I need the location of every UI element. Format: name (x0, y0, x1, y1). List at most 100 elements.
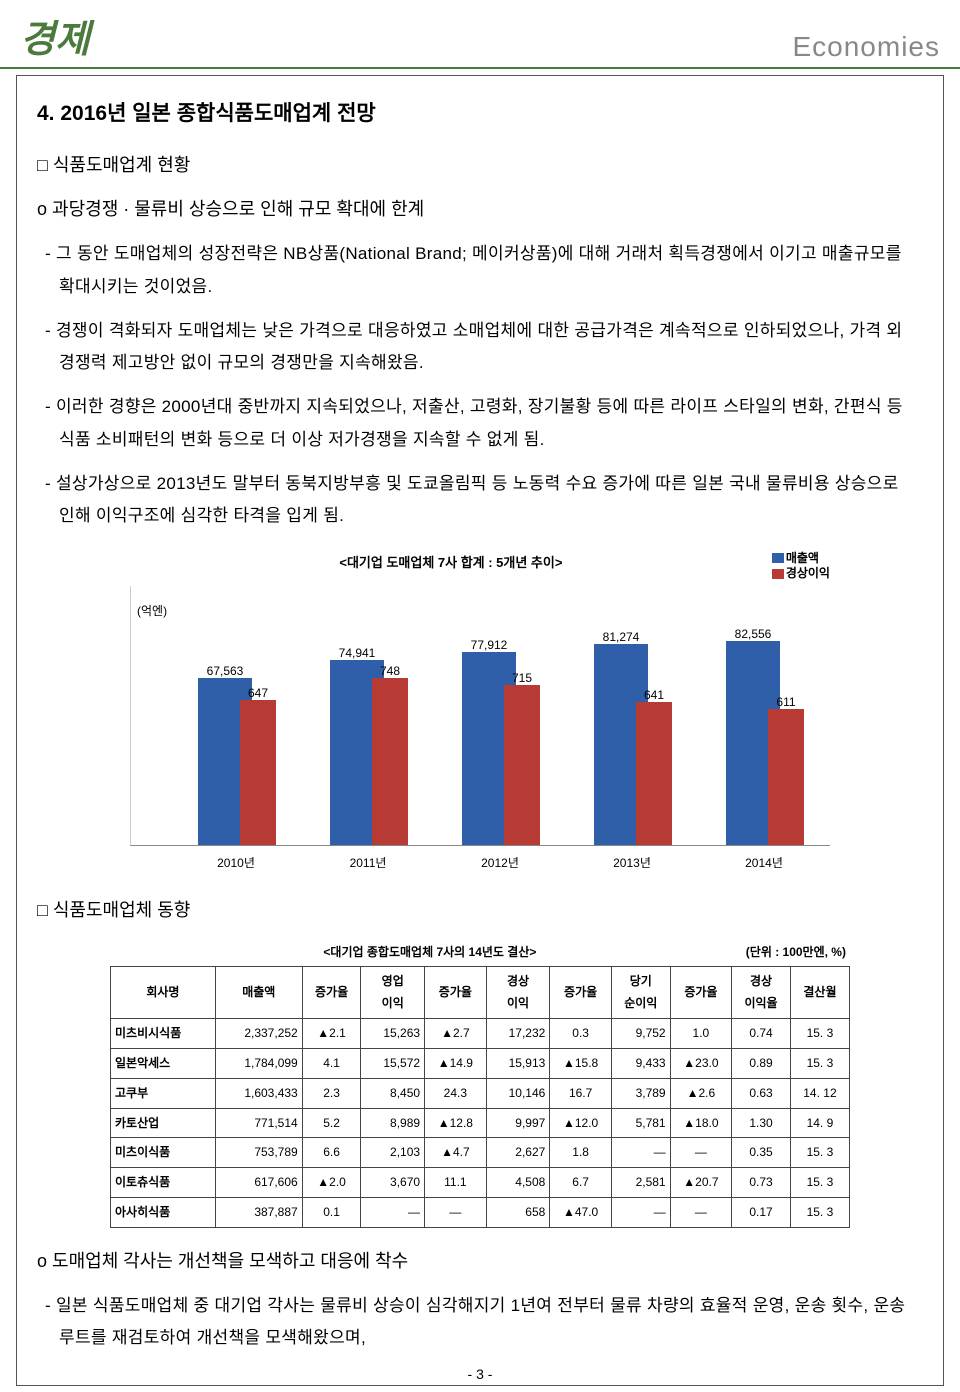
chart-column: 81,274641 (567, 644, 699, 845)
table-cell: 11.1 (425, 1168, 487, 1198)
table-row: 이토츄식품617,606▲2.03,67011.14,5086.72,581▲2… (111, 1168, 850, 1198)
table-cell: 9,997 (486, 1108, 550, 1138)
table-cell: 15. 3 (790, 1138, 849, 1168)
table-cell: 16.7 (550, 1078, 612, 1108)
bullet-d-4: - 설상가상으로 2013년도 말부터 동북지방부흥 및 도쿄올림픽 등 노동력… (37, 468, 923, 533)
subsection-1: □ 식품도매업계 현황 (37, 148, 923, 182)
table-cell: 17,232 (486, 1019, 550, 1049)
table-header-cell: 증가율 (302, 966, 361, 1019)
table-cell: 1,603,433 (215, 1078, 302, 1108)
table-header-cell: 경상이익율 (732, 966, 791, 1019)
table-cell: 0.73 (732, 1168, 791, 1198)
legend-swatch-profit (772, 569, 784, 579)
bar-profit: 647 (240, 700, 276, 844)
table-cell: 8,450 (361, 1078, 425, 1108)
bullet-o-2: o 도매업체 각사는 개선책을 모색하고 대응에 착수 (37, 1244, 923, 1278)
table-cell: 0.17 (732, 1197, 791, 1227)
table-cell: 10,146 (486, 1078, 550, 1108)
table-row: 미츠이식품753,7896.62,103▲4.72,6271.8——0.3515… (111, 1138, 850, 1168)
chart-column: 77,912715 (435, 652, 567, 844)
financial-table-wrap: <대기업 종합도매업체 7사의 14년도 결산> (단위 : 100만엔, %)… (110, 939, 850, 1228)
table-cell: 15. 3 (790, 1168, 849, 1198)
table-cell: ▲12.8 (425, 1108, 487, 1138)
table-cell: 일본악세스 (111, 1049, 216, 1079)
subsection-2: □ 식품도매업체 동향 (37, 893, 923, 927)
table-row: 미츠비시식품2,337,252▲2.115,263▲2.717,2320.39,… (111, 1019, 850, 1049)
table-cell: 14. 9 (790, 1108, 849, 1138)
bullet-d-3: - 이러한 경향은 2000년대 중반까지 지속되었으나, 저출산, 고령화, … (37, 391, 923, 456)
table-cell: — (425, 1197, 487, 1227)
table-cell: ▲47.0 (550, 1197, 612, 1227)
table-cell: 15. 3 (790, 1197, 849, 1227)
page-number: - 3 - (0, 1366, 960, 1382)
table-cell: 771,514 (215, 1108, 302, 1138)
chart-column: 74,941748 (303, 660, 435, 845)
bar-sales-label: 77,912 (462, 634, 516, 657)
table-header-cell: 증가율 (425, 966, 487, 1019)
xaxis-label: 2012년 (434, 852, 566, 875)
table-cell: — (611, 1138, 670, 1168)
legend-label-sales: 매출액 (786, 551, 819, 565)
bullet-d-5: - 일본 식품도매업체 중 대기업 각사는 물류비 상승이 심각해지기 1년여 … (37, 1290, 923, 1355)
legend-swatch-sales (772, 553, 784, 563)
financial-table: 회사명매출액증가율영업이익증가율경상이익증가율당기순이익증가율경상이익율결산월미… (110, 966, 850, 1228)
table-cell: 1.8 (550, 1138, 612, 1168)
bar-profit-label: 748 (372, 660, 408, 683)
chart-column: 67,563647 (171, 678, 303, 845)
table-cell: 4,508 (486, 1168, 550, 1198)
table-cell: ▲20.7 (670, 1168, 732, 1198)
table-cell: 2,627 (486, 1138, 550, 1168)
chart-legend: 매출액 경상이익 (772, 551, 830, 582)
section-title: 4. 2016년 일본 종합식품도매업계 전망 (37, 94, 923, 134)
table-cell: 3,670 (361, 1168, 425, 1198)
table-title: <대기업 종합도매업체 7사의 14년도 결산> (323, 941, 536, 964)
table-unit: (단위 : 100만엔, %) (746, 941, 846, 964)
table-cell: — (361, 1197, 425, 1227)
chart-title: <대기업 도매업체 7사 합계 : 5개년 추이> (339, 551, 562, 576)
table-cell: ▲4.7 (425, 1138, 487, 1168)
table-cell: 0.35 (732, 1138, 791, 1168)
table-row: 카토산업771,5145.28,989▲12.89,997▲12.05,781▲… (111, 1108, 850, 1138)
table-cell: 아사히식품 (111, 1197, 216, 1227)
table-cell: 3,789 (611, 1078, 670, 1108)
table-row: 아사히식품387,8870.1——658▲47.0——0.1715. 3 (111, 1197, 850, 1227)
table-cell: 15. 3 (790, 1049, 849, 1079)
table-header-cell: 증가율 (670, 966, 732, 1019)
chart-unit: (억엔) (137, 600, 167, 623)
table-header-cell: 영업이익 (361, 966, 425, 1019)
table-cell: 2,581 (611, 1168, 670, 1198)
table-header-cell: 당기순이익 (611, 966, 670, 1019)
table-cell: 9,752 (611, 1019, 670, 1049)
bar-profit: 715 (504, 685, 540, 845)
xaxis-label: 2014년 (698, 852, 830, 875)
table-cell: ▲18.0 (670, 1108, 732, 1138)
table-cell: ▲12.0 (550, 1108, 612, 1138)
table-cell: 1.0 (670, 1019, 732, 1049)
table-cell: ▲2.1 (302, 1019, 361, 1049)
table-cell: 15,572 (361, 1049, 425, 1079)
table-cell: 14. 12 (790, 1078, 849, 1108)
table-cell: 0.3 (550, 1019, 612, 1049)
table-cell: 1.30 (732, 1108, 791, 1138)
table-header-cell: 증가율 (550, 966, 612, 1019)
table-cell: — (670, 1138, 732, 1168)
bar-profit: 748 (372, 678, 408, 845)
table-cell: 6.7 (550, 1168, 612, 1198)
table-cell: 15. 3 (790, 1019, 849, 1049)
table-header-cell: 회사명 (111, 966, 216, 1019)
trend-chart: <대기업 도매업체 7사 합계 : 5개년 추이> 매출액 경상이익 (억엔) … (130, 551, 830, 875)
table-cell: 9,433 (611, 1049, 670, 1079)
table-row: 고쿠부1,603,4332.38,45024.310,14616.73,789▲… (111, 1078, 850, 1108)
table-cell: 4.1 (302, 1049, 361, 1079)
table-cell: 617,606 (215, 1168, 302, 1198)
bar-profit-label: 611 (768, 691, 804, 714)
table-row: 일본악세스1,784,0994.115,572▲14.915,913▲15.89… (111, 1049, 850, 1079)
table-cell: — (670, 1197, 732, 1227)
xaxis-label: 2011년 (302, 852, 434, 875)
xaxis-label: 2010년 (170, 852, 302, 875)
header-ko: 경제 (20, 8, 90, 63)
table-cell: ▲14.9 (425, 1049, 487, 1079)
bar-profit-label: 641 (636, 684, 672, 707)
table-cell: ▲15.8 (550, 1049, 612, 1079)
table-cell: 6.6 (302, 1138, 361, 1168)
